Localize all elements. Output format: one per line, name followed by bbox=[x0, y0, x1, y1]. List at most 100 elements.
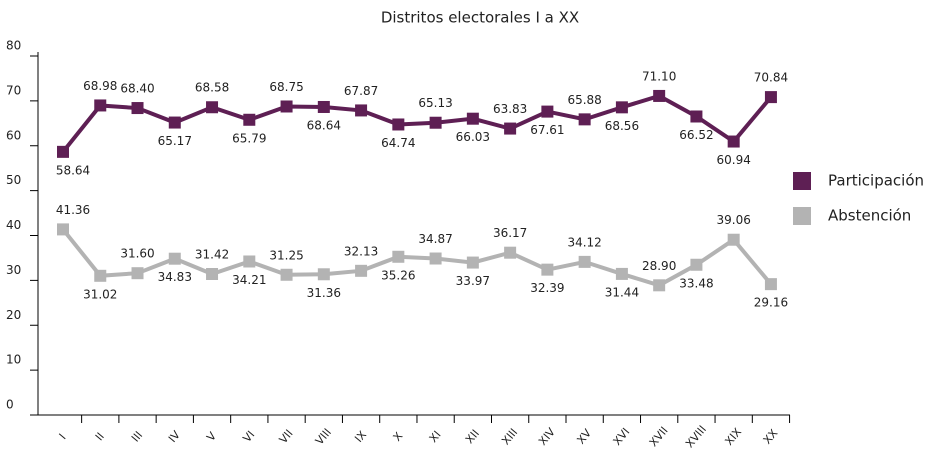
value-label: 71.10 bbox=[642, 69, 676, 83]
point bbox=[727, 233, 740, 246]
value-label: 68.56 bbox=[605, 119, 639, 133]
point bbox=[355, 104, 368, 117]
value-label: 31.25 bbox=[269, 248, 303, 262]
value-label: 31.60 bbox=[120, 247, 154, 261]
legend-label: Abstención bbox=[828, 207, 911, 225]
point bbox=[206, 101, 219, 114]
x-tick-label: II bbox=[93, 430, 107, 443]
value-label: 68.58 bbox=[195, 81, 229, 95]
x-tick-label: XVIII bbox=[683, 423, 709, 450]
value-label: 31.42 bbox=[195, 248, 229, 262]
value-label: 34.87 bbox=[418, 232, 452, 246]
y-tick-label: 0 bbox=[6, 398, 14, 412]
point bbox=[541, 263, 554, 276]
value-label: 65.13 bbox=[418, 96, 452, 110]
x-tick-label: XX bbox=[761, 426, 781, 446]
value-label: 67.87 bbox=[344, 84, 378, 98]
value-label: 67.61 bbox=[530, 123, 564, 137]
point bbox=[764, 91, 777, 104]
point bbox=[280, 268, 293, 281]
point bbox=[429, 116, 442, 129]
y-tick-label: 50 bbox=[6, 173, 21, 187]
point bbox=[131, 102, 144, 115]
point bbox=[131, 267, 144, 280]
x-tick-label: XIV bbox=[536, 425, 558, 448]
point bbox=[317, 268, 330, 281]
value-label: 66.52 bbox=[679, 128, 713, 142]
point bbox=[578, 255, 591, 268]
value-label: 29.16 bbox=[754, 296, 788, 310]
point bbox=[504, 122, 517, 135]
point bbox=[466, 112, 479, 125]
value-label: 39.06 bbox=[717, 213, 751, 227]
value-label: 64.74 bbox=[381, 136, 415, 150]
value-label: 31.36 bbox=[307, 286, 341, 300]
point bbox=[615, 267, 628, 280]
point bbox=[690, 110, 703, 123]
point bbox=[317, 100, 330, 113]
x-tick-label: V bbox=[204, 429, 219, 443]
value-label: 65.88 bbox=[567, 93, 601, 107]
point bbox=[653, 279, 666, 292]
value-label: 68.98 bbox=[83, 79, 117, 93]
point bbox=[615, 101, 628, 114]
value-label: 58.64 bbox=[56, 163, 90, 177]
y-tick-label: 20 bbox=[6, 308, 21, 322]
x-tick-label: X bbox=[391, 429, 406, 443]
value-label: 36.17 bbox=[493, 226, 527, 240]
y-tick-label: 40 bbox=[6, 218, 21, 232]
point bbox=[727, 135, 740, 148]
x-tick-label: III bbox=[129, 429, 145, 445]
x-tick-label: XIII bbox=[499, 426, 520, 448]
x-tick-label: XI bbox=[427, 428, 444, 445]
point bbox=[392, 118, 405, 131]
point bbox=[94, 99, 107, 112]
value-label: 41.36 bbox=[56, 203, 90, 217]
x-tick-label: XV bbox=[574, 426, 594, 446]
value-label: 31.44 bbox=[605, 285, 639, 299]
value-label: 31.02 bbox=[83, 287, 117, 301]
series-line bbox=[61, 228, 773, 288]
value-label: 33.97 bbox=[456, 274, 490, 288]
legend-swatch bbox=[793, 172, 811, 190]
x-tick-label: XVI bbox=[611, 425, 633, 447]
point bbox=[504, 246, 517, 259]
x-tick-label: I bbox=[57, 431, 69, 442]
chart-title: Distritos electorales I a XX bbox=[381, 9, 579, 27]
series-line bbox=[61, 93, 773, 154]
x-tick-label: IV bbox=[166, 428, 183, 445]
value-label: 68.75 bbox=[269, 80, 303, 94]
value-label: 65.17 bbox=[158, 134, 192, 148]
value-label: 66.03 bbox=[456, 130, 490, 144]
point bbox=[541, 105, 554, 118]
value-label: 32.13 bbox=[344, 244, 378, 258]
point bbox=[168, 116, 181, 129]
x-tick-label: XVII bbox=[647, 424, 671, 449]
point bbox=[168, 252, 181, 265]
value-label: 68.64 bbox=[307, 118, 341, 132]
point bbox=[466, 256, 479, 269]
value-label: 34.21 bbox=[232, 273, 266, 287]
point bbox=[94, 269, 107, 282]
point bbox=[206, 268, 219, 281]
value-label: 28.90 bbox=[642, 259, 676, 273]
x-tick-label: IX bbox=[352, 428, 369, 445]
x-tick-label: VI bbox=[240, 428, 257, 445]
point bbox=[57, 223, 69, 236]
value-label: 65.79 bbox=[232, 131, 266, 145]
point bbox=[243, 113, 256, 126]
point bbox=[578, 113, 591, 126]
value-label: 68.40 bbox=[120, 82, 154, 96]
y-tick-label: 10 bbox=[6, 353, 21, 367]
value-label: 63.83 bbox=[493, 102, 527, 116]
point bbox=[243, 255, 256, 268]
y-tick-label: 80 bbox=[6, 39, 21, 53]
value-label: 34.12 bbox=[567, 235, 601, 249]
x-tick-label: VII bbox=[277, 427, 296, 446]
legend-label: Participación bbox=[828, 172, 924, 190]
value-label: 35.26 bbox=[381, 268, 415, 282]
x-tick-label: XII bbox=[463, 427, 482, 446]
point bbox=[57, 145, 69, 158]
point bbox=[392, 250, 405, 263]
